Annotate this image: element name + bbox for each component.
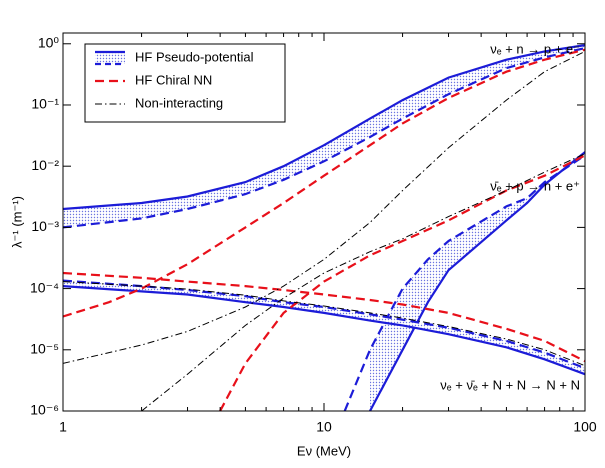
line	[63, 271, 585, 363]
y-tick-label: 10⁻⁴	[30, 279, 59, 295]
y-tick-label: 10⁰	[38, 34, 60, 50]
band-fill	[63, 45, 585, 228]
y-tick-label: 10⁻²	[31, 157, 59, 173]
legend-label: Non-interacting	[135, 95, 223, 110]
annotation: νₑ + n → p + e⁻	[490, 41, 580, 56]
y-tick-label: 10⁻⁶	[30, 402, 59, 418]
band-fill	[370, 152, 585, 411]
y-tick-label: 10⁻¹	[31, 96, 59, 112]
band-solid-line	[63, 44, 585, 211]
line	[219, 154, 585, 411]
x-tick-label: 1	[59, 419, 67, 435]
x-tick-label: 100	[573, 419, 597, 435]
band-dashed-line	[63, 279, 585, 370]
line	[141, 153, 585, 411]
band-dashed-line	[343, 154, 585, 411]
band-solid-line	[369, 151, 585, 411]
band-fill	[63, 280, 585, 375]
band-solid-line	[63, 285, 585, 376]
annotation: νₑ + ν̄ₑ + N + N → N + N	[440, 377, 580, 392]
line	[63, 50, 585, 364]
line	[63, 48, 585, 318]
y-tick-label: 10⁻⁵	[30, 340, 59, 356]
x-tick-label: 10	[316, 419, 332, 435]
plot-area	[63, 44, 585, 411]
legend: HF Pseudo-potential HF Chiral NN Non-inter…	[84, 43, 286, 123]
line	[63, 281, 585, 367]
band-dashed-line	[63, 47, 585, 229]
x-axis-label: Eν (MeV)	[297, 443, 351, 458]
annotation: ν̄ₑ + p → n + e⁺	[490, 178, 580, 193]
y-axis-label: λ⁻¹ (m⁻¹)	[9, 196, 24, 248]
legend-label: HF Chiral NN	[135, 72, 212, 87]
legend-swatch	[95, 52, 125, 64]
legend-label: HF Pseudo-potential	[135, 49, 254, 64]
y-tick-label: 10⁻³	[31, 218, 59, 234]
